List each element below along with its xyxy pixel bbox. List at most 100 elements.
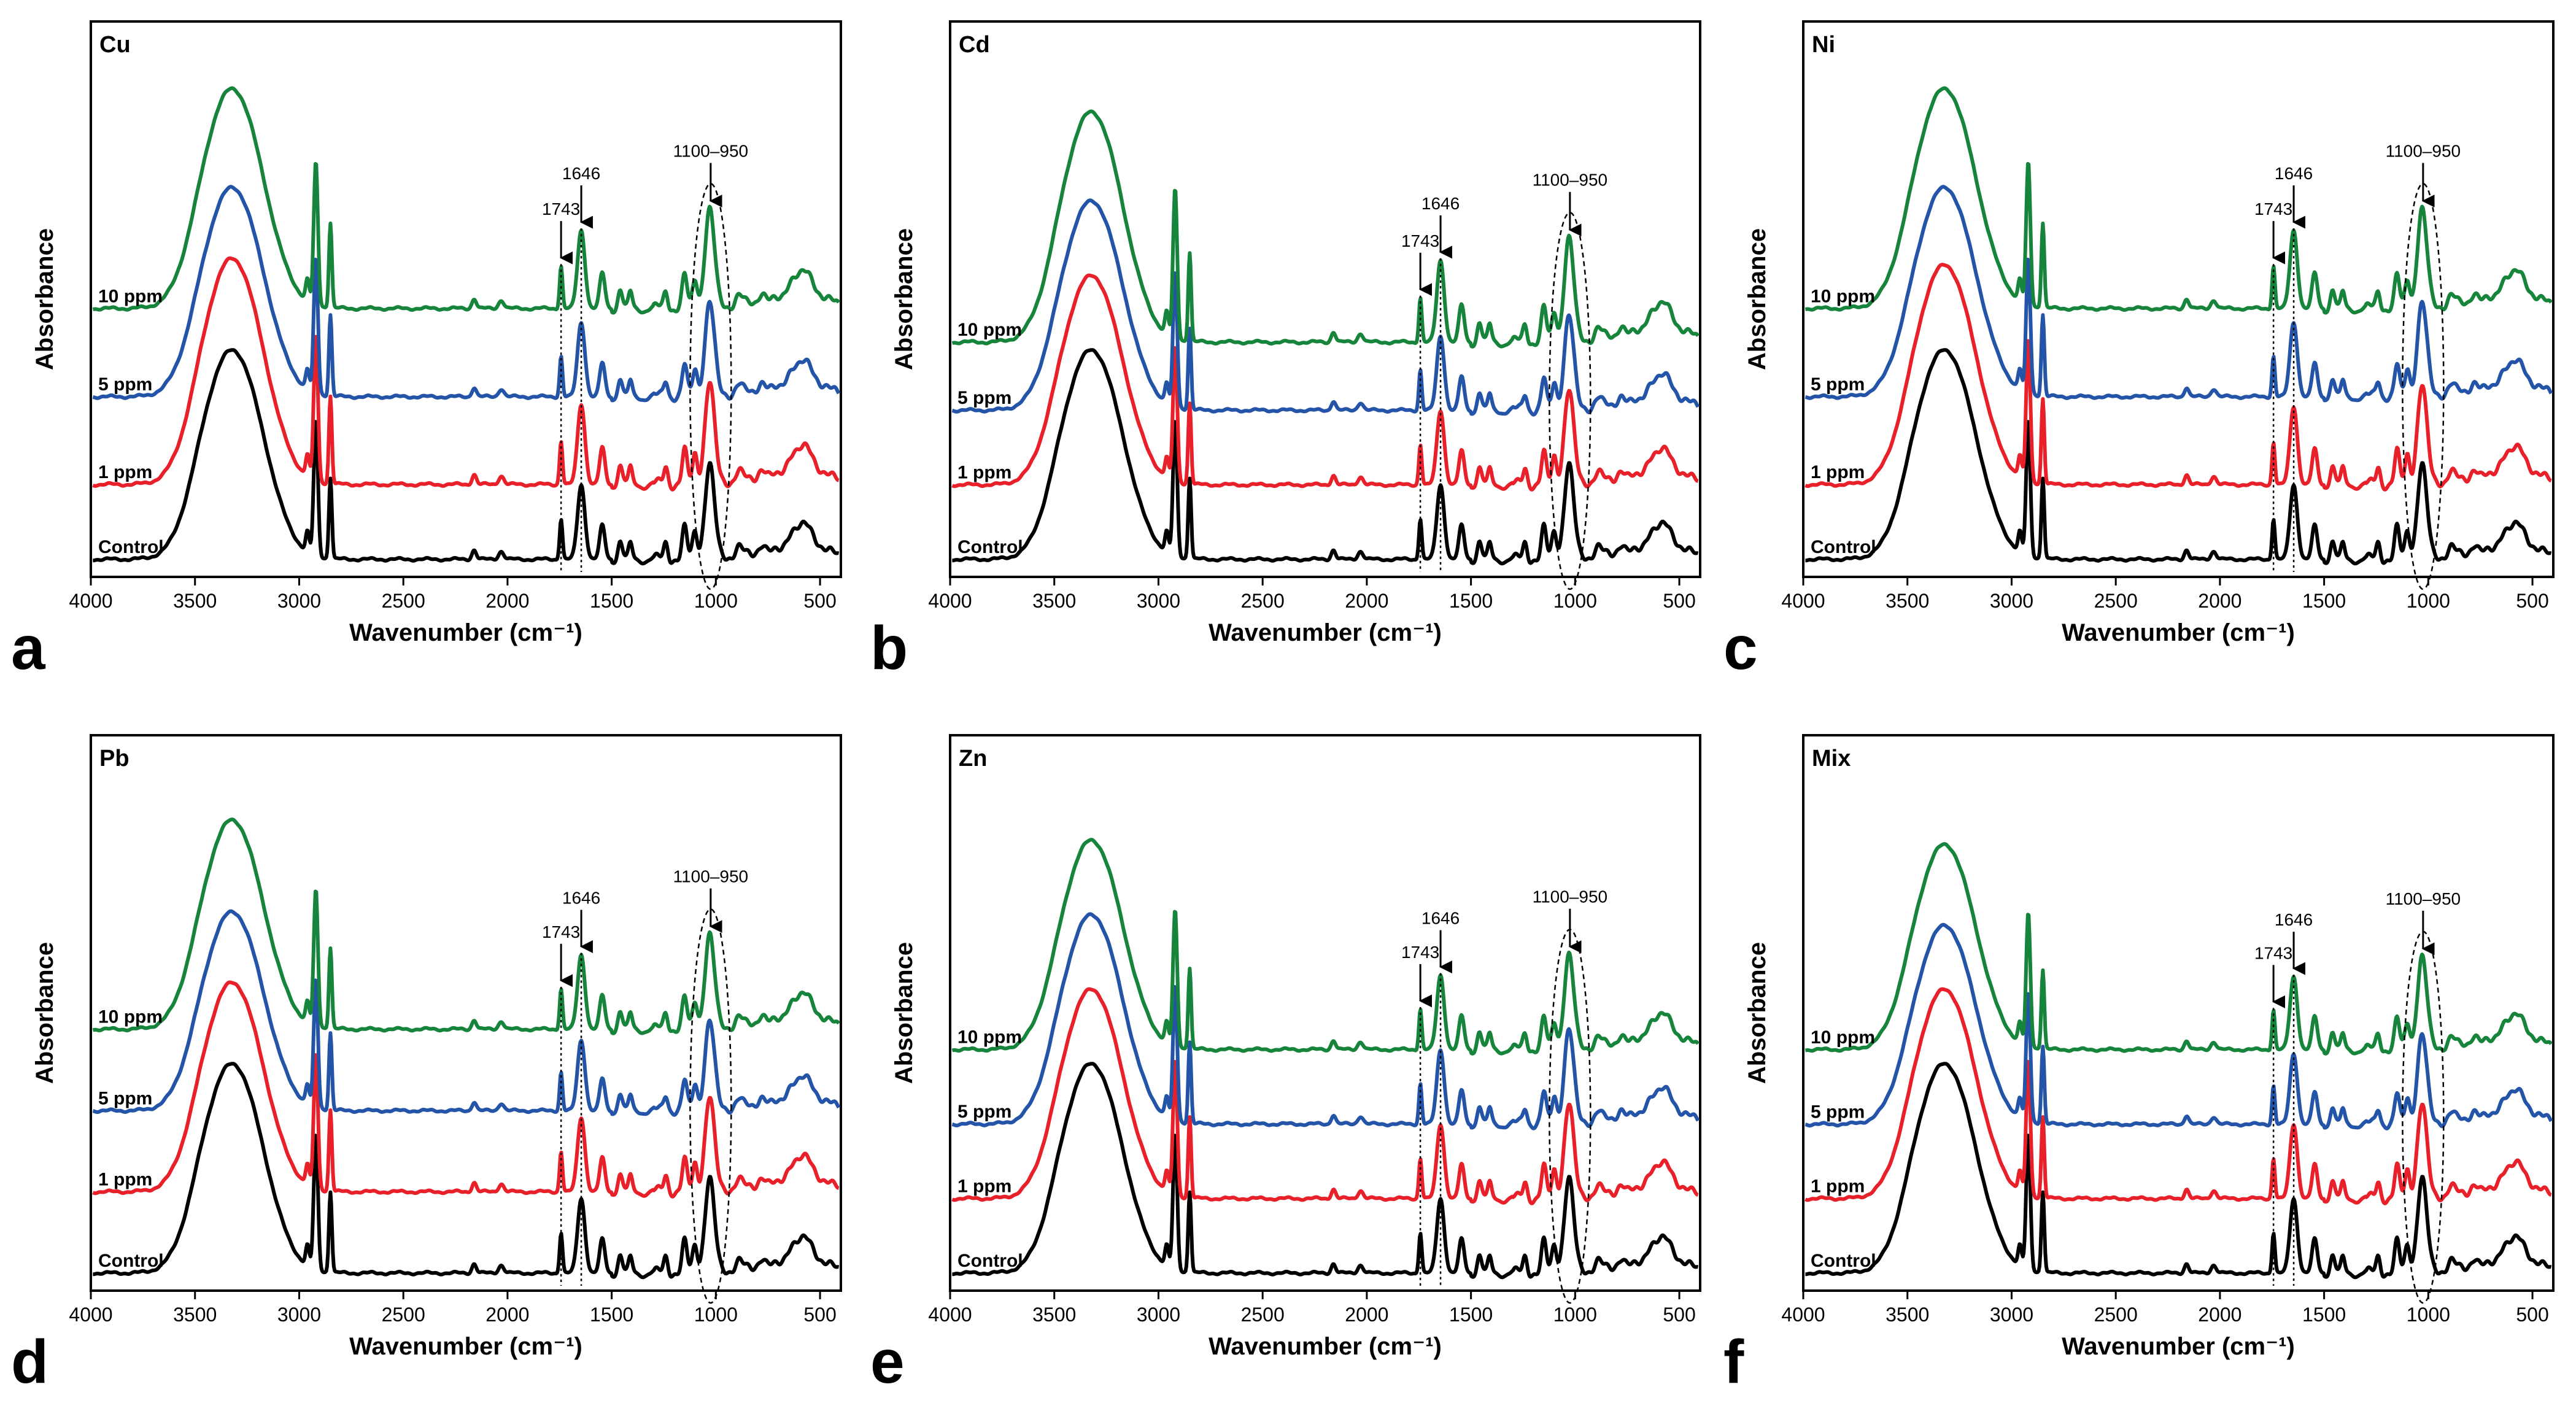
x-tick-label: 3000: [1137, 590, 1180, 612]
x-axis-label: Wavenumber (cm⁻¹): [349, 619, 582, 646]
peak-label: 1100–950: [673, 142, 749, 161]
series-label: 10 ppm: [98, 1007, 163, 1027]
series-line: [91, 817, 841, 1035]
series-label: Control: [957, 537, 1023, 557]
peak-label: 1100–950: [1533, 887, 1608, 906]
series-line: [91, 185, 841, 403]
panel-letter: d: [11, 1327, 48, 1396]
y-axis-label: Absorbance: [31, 942, 58, 1084]
peak-label: 1100–950: [2386, 142, 2461, 161]
x-tick-label: 1000: [1553, 590, 1597, 612]
plot-frame: [1802, 20, 2555, 578]
x-tick-label: 2500: [382, 590, 425, 612]
x-tick-label: 3000: [1137, 1304, 1180, 1326]
peak-label: 1100–950: [1533, 171, 1608, 190]
x-axis-label: Wavenumber (cm⁻¹): [349, 1333, 582, 1360]
region-ellipse: [1549, 212, 1592, 590]
series-line: [1804, 1062, 2553, 1280]
plot-frame: [949, 734, 1701, 1292]
series-line: [91, 256, 840, 492]
series-label: Control: [98, 1251, 164, 1271]
x-tick-label: 1000: [2407, 590, 2450, 612]
x-tick-label: 2000: [2198, 1304, 2241, 1326]
x-axis-label: Wavenumber (cm⁻¹): [2062, 619, 2295, 646]
panel-title: Cd: [959, 32, 990, 58]
series-line: [1804, 86, 2553, 315]
peak-label: 1646: [562, 888, 600, 907]
x-tick-label: 1500: [1449, 1304, 1493, 1326]
series-label: 10 ppm: [1811, 286, 1875, 306]
x-tick-label: 2500: [382, 1304, 425, 1326]
series-line: [951, 987, 1700, 1205]
x-tick-label: 3500: [173, 590, 217, 612]
series-label: Control: [1811, 1251, 1876, 1271]
x-tick-label: 3500: [173, 1304, 217, 1326]
series-line: [951, 198, 1700, 417]
region-ellipse: [1549, 929, 1592, 1304]
panel-b: 4000 3500 3000 2500 2000 1500 1000 500 Wavenumbe…: [870, 20, 1701, 682]
y-axis-label: Absorbance: [31, 228, 58, 370]
x-tick-label: 500: [2516, 1304, 2548, 1326]
x-tick-label: 3500: [1032, 1304, 1076, 1326]
x-tick-label: 3500: [1886, 1304, 1929, 1326]
series-line: [1804, 842, 2553, 1056]
series-label: 1 ppm: [957, 1176, 1011, 1196]
x-tick-label: 3000: [1990, 1304, 2033, 1326]
region-ellipse: [689, 183, 732, 590]
peak-label: 1646: [1421, 194, 1460, 213]
x-tick-label: 3000: [277, 1304, 321, 1326]
series-label: 1 ppm: [98, 1169, 152, 1189]
x-tick-label: 500: [1663, 1304, 1695, 1326]
x-tick-label: 1000: [694, 1304, 738, 1326]
x-tick-label: 2000: [485, 1304, 529, 1326]
y-axis-label: Absorbance: [891, 228, 918, 370]
series-label: Control: [1811, 537, 1876, 557]
panel-e: 4000 3500 3000 2500 2000 1500 1000 500 Wavenumbe…: [870, 734, 1701, 1396]
plot-frame: [90, 20, 842, 578]
x-tick-label: 1500: [2302, 1304, 2346, 1326]
panel-d: 4000 3500 3000 2500 2000 1500 1000 500 Wavenumbe…: [11, 734, 842, 1396]
panel-title: Mix: [1812, 746, 1851, 771]
peak-label: 1100–950: [673, 867, 749, 886]
x-tick-label: 4000: [69, 590, 112, 612]
series-label: 5 ppm: [957, 1102, 1011, 1122]
series-line: [1804, 922, 2553, 1130]
x-tick-label: 1500: [590, 1304, 633, 1326]
x-tick-label: 1500: [590, 590, 633, 612]
series-label: 5 ppm: [98, 374, 152, 395]
series-label: 1 ppm: [98, 462, 152, 482]
plot-frame: [90, 734, 842, 1292]
region-ellipse: [689, 908, 732, 1304]
series-line: [91, 348, 840, 566]
x-tick-label: 2500: [1241, 1304, 1285, 1326]
panel-letter: e: [870, 1327, 905, 1396]
panel-a: 4000 3500 3000 2500 2000 1500 1000 500 Wavenumbe…: [11, 20, 842, 682]
series-line: [951, 912, 1700, 1130]
series-label: Control: [957, 1251, 1023, 1271]
plot-frame: [1802, 734, 2555, 1292]
x-tick-label: 2000: [2198, 590, 2241, 612]
panel-f: 4000 3500 3000 2500 2000 1500 1000 500 Wavenumbe…: [1723, 734, 2555, 1396]
peak-label: 1743: [2254, 943, 2292, 962]
panel-title: Pb: [99, 746, 130, 771]
peak-label: 1743: [542, 922, 580, 941]
series-line: [1804, 185, 2553, 403]
peak-label: 1646: [562, 164, 600, 183]
x-tick-label: 3500: [1032, 590, 1076, 612]
series-label: 5 ppm: [1811, 1102, 1865, 1122]
panel-title: Cu: [99, 32, 131, 58]
series-line: [951, 838, 1700, 1056]
panel-letter: a: [11, 614, 46, 682]
series-label: 5 ppm: [957, 388, 1011, 408]
x-tick-label: 4000: [69, 1304, 112, 1326]
series-line: [951, 348, 1700, 566]
x-tick-label: 1000: [1553, 1304, 1597, 1326]
series-line: [91, 1062, 840, 1280]
x-tick-label: 2500: [2094, 590, 2138, 612]
x-tick-label: 500: [803, 590, 836, 612]
series-line: [1804, 348, 2553, 566]
series-line: [91, 980, 840, 1199]
x-tick-label: 2500: [1241, 590, 1285, 612]
series-line: [91, 909, 841, 1117]
